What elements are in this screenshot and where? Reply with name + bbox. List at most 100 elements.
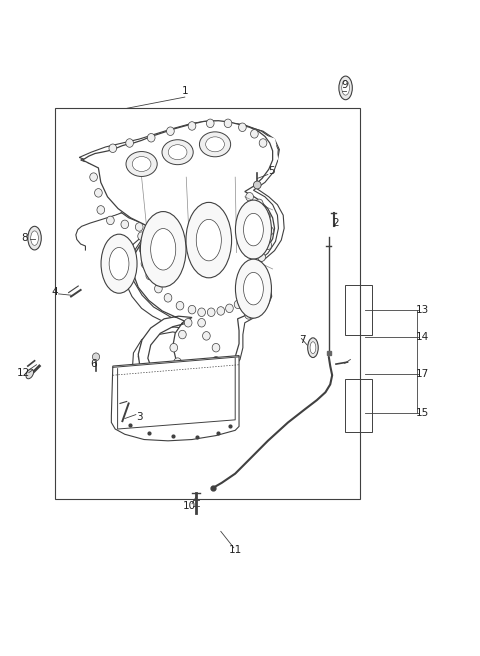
Ellipse shape bbox=[206, 119, 214, 127]
Ellipse shape bbox=[266, 226, 274, 235]
Ellipse shape bbox=[176, 301, 184, 310]
Ellipse shape bbox=[132, 157, 151, 171]
Ellipse shape bbox=[263, 212, 270, 220]
Ellipse shape bbox=[155, 218, 162, 228]
Ellipse shape bbox=[170, 344, 178, 352]
Ellipse shape bbox=[239, 123, 246, 131]
Ellipse shape bbox=[188, 306, 196, 314]
Text: 1: 1 bbox=[181, 85, 188, 96]
Ellipse shape bbox=[339, 76, 352, 100]
Text: 6: 6 bbox=[90, 359, 97, 369]
Ellipse shape bbox=[28, 226, 41, 250]
Text: 2: 2 bbox=[333, 218, 339, 228]
Text: 14: 14 bbox=[416, 332, 429, 342]
Ellipse shape bbox=[310, 342, 316, 354]
Ellipse shape bbox=[155, 285, 162, 293]
Bar bbox=[345, 379, 372, 432]
Ellipse shape bbox=[146, 272, 154, 280]
Ellipse shape bbox=[200, 132, 230, 157]
Polygon shape bbox=[111, 356, 239, 441]
Ellipse shape bbox=[253, 306, 261, 314]
Ellipse shape bbox=[243, 213, 264, 246]
Text: 11: 11 bbox=[228, 544, 242, 555]
Ellipse shape bbox=[207, 308, 215, 316]
Ellipse shape bbox=[259, 283, 267, 291]
Ellipse shape bbox=[217, 306, 225, 315]
Ellipse shape bbox=[196, 219, 221, 261]
Ellipse shape bbox=[258, 253, 265, 261]
Ellipse shape bbox=[342, 81, 349, 95]
Polygon shape bbox=[84, 125, 277, 216]
Text: 7: 7 bbox=[299, 335, 306, 345]
Bar bbox=[55, 108, 360, 499]
Ellipse shape bbox=[212, 344, 220, 352]
Ellipse shape bbox=[243, 272, 264, 305]
Ellipse shape bbox=[140, 212, 186, 287]
Ellipse shape bbox=[245, 310, 252, 319]
Text: 4: 4 bbox=[52, 287, 59, 297]
Ellipse shape bbox=[174, 358, 181, 366]
Ellipse shape bbox=[212, 357, 220, 365]
Bar bbox=[345, 285, 372, 335]
Ellipse shape bbox=[198, 308, 205, 316]
Ellipse shape bbox=[95, 189, 102, 197]
Polygon shape bbox=[83, 121, 275, 395]
Ellipse shape bbox=[92, 353, 100, 361]
Ellipse shape bbox=[138, 232, 145, 240]
Ellipse shape bbox=[167, 127, 174, 135]
Ellipse shape bbox=[246, 193, 253, 201]
Ellipse shape bbox=[139, 245, 147, 254]
Ellipse shape bbox=[186, 202, 232, 278]
Ellipse shape bbox=[184, 318, 192, 327]
Ellipse shape bbox=[251, 129, 258, 138]
Ellipse shape bbox=[168, 145, 187, 159]
Ellipse shape bbox=[253, 181, 261, 189]
Text: 15: 15 bbox=[416, 408, 429, 419]
Ellipse shape bbox=[97, 205, 105, 214]
Ellipse shape bbox=[188, 122, 196, 130]
Text: 10: 10 bbox=[183, 501, 196, 512]
Ellipse shape bbox=[264, 241, 272, 249]
Ellipse shape bbox=[164, 293, 172, 302]
Ellipse shape bbox=[141, 259, 149, 268]
Ellipse shape bbox=[246, 264, 253, 274]
Text: 5: 5 bbox=[268, 165, 275, 176]
Ellipse shape bbox=[107, 216, 114, 224]
Ellipse shape bbox=[255, 272, 263, 280]
Ellipse shape bbox=[235, 259, 272, 318]
Polygon shape bbox=[79, 121, 278, 394]
Ellipse shape bbox=[258, 295, 266, 303]
Polygon shape bbox=[76, 123, 279, 251]
Text: 8: 8 bbox=[22, 233, 28, 243]
Ellipse shape bbox=[179, 330, 186, 338]
Ellipse shape bbox=[203, 332, 210, 340]
Text: 13: 13 bbox=[416, 304, 429, 315]
Ellipse shape bbox=[135, 222, 143, 232]
Ellipse shape bbox=[255, 199, 263, 207]
Ellipse shape bbox=[101, 234, 137, 293]
Ellipse shape bbox=[151, 228, 176, 270]
Ellipse shape bbox=[308, 338, 318, 358]
Ellipse shape bbox=[121, 220, 129, 228]
Text: 3: 3 bbox=[136, 411, 143, 422]
Ellipse shape bbox=[31, 231, 38, 245]
Ellipse shape bbox=[126, 139, 133, 148]
Ellipse shape bbox=[259, 139, 267, 148]
Text: 17: 17 bbox=[416, 369, 429, 379]
Ellipse shape bbox=[234, 300, 242, 308]
Ellipse shape bbox=[147, 133, 155, 142]
Ellipse shape bbox=[109, 247, 129, 280]
Ellipse shape bbox=[235, 200, 272, 259]
Ellipse shape bbox=[126, 152, 157, 176]
Ellipse shape bbox=[224, 119, 232, 127]
Text: 9: 9 bbox=[341, 80, 348, 91]
Ellipse shape bbox=[205, 137, 224, 152]
Ellipse shape bbox=[90, 173, 97, 181]
Ellipse shape bbox=[109, 144, 117, 152]
Ellipse shape bbox=[162, 140, 193, 165]
Polygon shape bbox=[81, 122, 284, 390]
Text: 12: 12 bbox=[16, 367, 30, 378]
Ellipse shape bbox=[198, 318, 205, 327]
Ellipse shape bbox=[26, 369, 34, 379]
Ellipse shape bbox=[226, 304, 233, 313]
